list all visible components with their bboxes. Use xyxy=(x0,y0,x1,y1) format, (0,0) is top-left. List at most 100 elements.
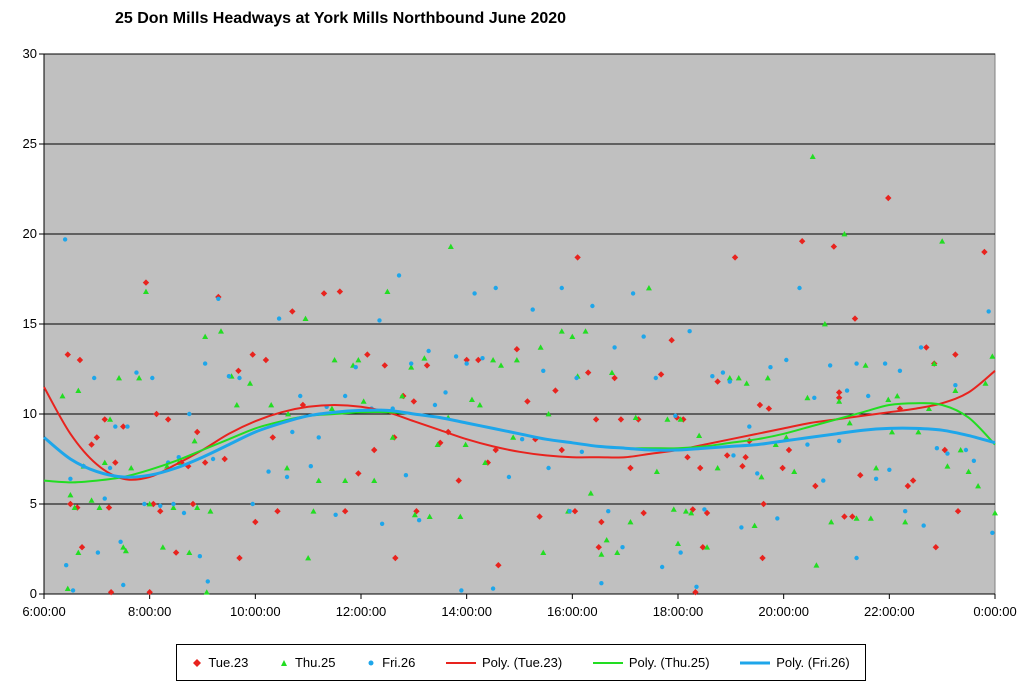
point-thu-25 xyxy=(88,497,95,503)
point-tue-23 xyxy=(742,454,749,461)
point-fri-26 xyxy=(559,285,564,291)
point-tue-23 xyxy=(475,356,482,364)
point-tue-23 xyxy=(909,477,917,484)
point-fri-26 xyxy=(546,465,551,471)
point-fri-26 xyxy=(902,509,908,514)
legend-item: Thu.25 xyxy=(279,655,335,670)
point-tue-23 xyxy=(101,416,108,423)
point-fri-26 xyxy=(805,442,810,447)
point-fri-26 xyxy=(316,435,321,440)
point-tue-23 xyxy=(423,362,431,369)
legend-label: Fri.26 xyxy=(382,655,416,670)
point-thu-25 xyxy=(233,402,240,408)
point-thu-25 xyxy=(989,353,996,359)
point-fri-26 xyxy=(202,361,208,366)
point-thu-25 xyxy=(434,441,441,447)
point-thu-25 xyxy=(957,447,964,453)
point-tue-23 xyxy=(835,389,843,396)
point-thu-25 xyxy=(146,501,153,507)
point-fri-26 xyxy=(541,368,546,373)
point-fri-26 xyxy=(426,348,431,354)
point-tue-23 xyxy=(371,446,378,454)
point-fri-26 xyxy=(784,357,789,363)
point-fri-26 xyxy=(250,501,255,507)
point-tue-23 xyxy=(552,387,559,394)
x-tick-label: 14:00:00 xyxy=(441,604,492,619)
point-fri-26 xyxy=(158,503,163,508)
point-thu-25 xyxy=(116,375,123,381)
point-thu-25 xyxy=(122,547,129,554)
point-thu-25 xyxy=(545,411,552,417)
point-fri-26 xyxy=(464,361,469,366)
point-tue-23 xyxy=(289,308,296,315)
point-fri-26 xyxy=(986,309,991,314)
point-tue-23 xyxy=(760,500,767,508)
legend-swatch xyxy=(740,661,771,664)
point-thu-25 xyxy=(598,551,605,557)
point-thu-25 xyxy=(284,465,291,471)
point-tue-23 xyxy=(785,446,793,454)
point-thu-25 xyxy=(462,441,469,447)
legend-swatch xyxy=(592,661,623,664)
point-tue-23 xyxy=(235,367,242,374)
point-fri-26 xyxy=(921,523,926,528)
point-tue-23 xyxy=(112,459,119,466)
point-tue-23 xyxy=(558,446,565,454)
point-tue-23 xyxy=(684,454,691,461)
point-thu-25 xyxy=(384,288,391,294)
point-fri-26 xyxy=(408,361,414,366)
point-tue-23 xyxy=(932,544,940,551)
point-thu-25 xyxy=(360,398,367,404)
point-thu-25 xyxy=(101,459,108,465)
x-tick-label: 0:00:00 xyxy=(973,604,1016,619)
point-tue-23 xyxy=(146,589,153,596)
legend-label: Tue.23 xyxy=(208,655,249,670)
point-fri-26 xyxy=(284,474,290,480)
point-fri-26 xyxy=(70,588,76,593)
point-tue-23 xyxy=(107,589,115,596)
point-tue-23 xyxy=(703,509,711,517)
point-thu-25 xyxy=(510,434,517,440)
point-fri-26 xyxy=(237,375,242,381)
point-tue-23 xyxy=(221,455,228,463)
point-tue-23 xyxy=(692,589,699,596)
point-thu-25 xyxy=(540,549,547,555)
point-tue-23 xyxy=(904,482,912,490)
legend-swatch xyxy=(193,658,202,667)
point-fri-26 xyxy=(687,329,692,334)
trendline-poly-fri-26 xyxy=(43,408,996,479)
point-fri-26 xyxy=(443,390,448,395)
point-thu-25 xyxy=(268,402,275,408)
point-fri-26 xyxy=(887,467,892,472)
point-fri-26 xyxy=(579,449,585,454)
point-tue-23 xyxy=(617,416,625,423)
point-fri-26 xyxy=(377,318,382,323)
point-fri-26 xyxy=(290,429,295,435)
point-fri-26 xyxy=(747,424,752,429)
point-fri-26 xyxy=(298,393,303,399)
point-thu-25 xyxy=(931,360,938,366)
point-thu-25 xyxy=(925,405,932,411)
y-tick-label: 10 xyxy=(23,406,37,421)
point-fri-26 xyxy=(836,438,842,444)
point-thu-25 xyxy=(836,398,843,404)
point-tue-23 xyxy=(756,401,764,409)
point-thu-25 xyxy=(664,416,671,422)
point-tue-23 xyxy=(262,356,270,364)
point-fri-26 xyxy=(659,564,665,570)
point-tue-23 xyxy=(164,416,172,423)
point-fri-26 xyxy=(63,563,69,568)
point-tue-23 xyxy=(157,508,164,515)
point-tue-23 xyxy=(571,508,579,515)
point-fri-26 xyxy=(181,510,187,516)
point-tue-23 xyxy=(524,398,531,405)
point-tue-23 xyxy=(252,518,259,526)
point-fri-26 xyxy=(62,237,68,242)
point-fri-26 xyxy=(396,273,402,278)
point-fri-26 xyxy=(197,554,203,559)
point-tue-23 xyxy=(759,554,766,562)
point-fri-26 xyxy=(897,368,903,373)
point-fri-26 xyxy=(187,411,192,417)
point-tue-23 xyxy=(274,508,281,515)
point-tue-23 xyxy=(835,394,843,401)
